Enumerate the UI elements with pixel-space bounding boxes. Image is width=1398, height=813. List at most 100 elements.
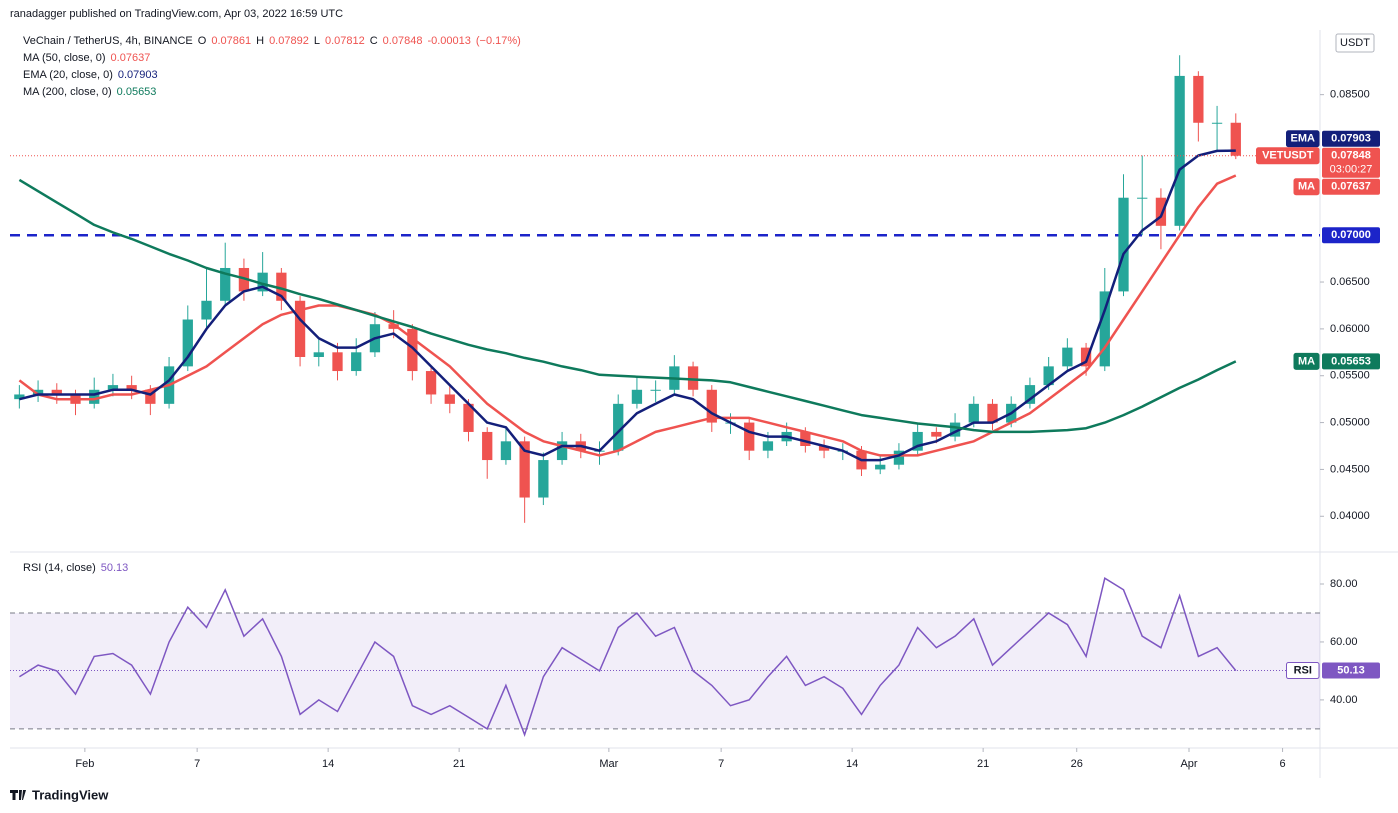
candle-body	[1137, 197, 1148, 199]
candle-body	[631, 389, 643, 404]
legend-line: MA (50, close, 0) 0.07637	[23, 52, 150, 64]
badge-label: MA	[1298, 181, 1315, 193]
price-badge-value: 0.07637	[1331, 181, 1371, 193]
candle-body	[313, 352, 324, 357]
y-tick-label: 0.04500	[1330, 463, 1370, 475]
currency-box[interactable]	[1335, 33, 1375, 53]
price-badge	[1322, 353, 1380, 370]
candle-body	[931, 431, 942, 437]
y-tick-label: 0.08500	[1330, 89, 1370, 101]
candle-body	[332, 352, 343, 372]
candle-body	[744, 422, 755, 451]
indicator-line	[19, 149, 1236, 462]
legend-series-value: 0.05653	[117, 86, 157, 98]
candle-body	[1193, 75, 1204, 123]
legend-line: MA (200, close, 0) 0.05653	[23, 86, 156, 98]
price-badge	[1322, 130, 1380, 147]
badge-label-box	[1256, 147, 1320, 165]
x-tick-label: 6	[1280, 758, 1286, 770]
legend-ohlc-value: 0.07812	[325, 35, 365, 47]
legend-change: -0.00013	[427, 35, 470, 47]
badge-label-box	[1286, 130, 1320, 148]
badge-label: MA	[1298, 355, 1315, 367]
candle-body	[893, 450, 905, 465]
candle-body	[182, 319, 193, 367]
x-tick-label: 21	[977, 758, 989, 770]
legend-ohlc-value: 0.07892	[269, 35, 309, 47]
price-badge-value: 0.07000	[1331, 229, 1371, 241]
rsi-y-tick-label: 60.00	[1330, 636, 1358, 648]
rsi-line	[19, 577, 1237, 737]
legend-ohlc-label: L	[314, 35, 320, 47]
x-tick-label: 14	[846, 758, 858, 770]
publisher: ranadagger published on TradingView.com,…	[10, 8, 343, 20]
legend-series-name: EMA (20, close, 0)	[23, 69, 113, 81]
candle-body	[482, 431, 493, 461]
x-tick-label: Feb	[75, 758, 94, 770]
candle-body	[32, 389, 44, 395]
brand-logo	[10, 790, 26, 800]
candle-body	[762, 441, 774, 451]
candle-body	[613, 403, 624, 451]
candle-body	[89, 389, 100, 404]
badge-label: EMA	[1291, 133, 1316, 145]
legend-series-value: 0.07903	[118, 69, 158, 81]
candle-body	[126, 385, 137, 390]
candle-body	[294, 300, 306, 357]
candle-body	[107, 385, 119, 390]
candle-body	[351, 352, 362, 372]
candle-body	[407, 328, 418, 372]
legend-line: VeChain / TetherUS, 4h, BINANCE O 0.07861 H…	[23, 35, 521, 47]
legend-ohlc-value: 0.07848	[383, 35, 423, 47]
legend-symbol: VeChain / TetherUS, 4h, BINANCE	[23, 35, 193, 47]
candle-body	[556, 441, 568, 461]
candle-body	[500, 441, 512, 461]
price-badge-value: 0.05653	[1331, 355, 1371, 367]
indicator-line	[18, 174, 1237, 457]
candle-body	[201, 300, 212, 320]
currency[interactable]: USDT	[1340, 37, 1370, 49]
candle-body	[912, 431, 923, 451]
candle-body	[1062, 347, 1073, 367]
candle-body	[1024, 385, 1036, 404]
legend-ohlc-value: 0.07861	[211, 35, 251, 47]
candle-body	[706, 389, 717, 423]
price-badge	[1322, 147, 1380, 178]
candle-body	[1043, 366, 1054, 386]
candle-body	[987, 403, 998, 423]
candle-body	[1118, 197, 1129, 292]
price-badge-countdown: 03:00:27	[1330, 164, 1373, 176]
candle-body	[238, 267, 250, 292]
x-tick-label: 21	[453, 758, 465, 770]
candle-body	[519, 441, 530, 498]
candle-body	[1211, 122, 1223, 124]
candle-body	[538, 460, 549, 498]
y-tick-label: 0.04000	[1330, 510, 1370, 522]
badge-label-box	[1293, 178, 1320, 196]
y-tick-label: 0.06500	[1330, 276, 1370, 288]
candle-body	[818, 446, 830, 451]
candle-body	[1174, 75, 1185, 226]
indicator-line	[18, 178, 1237, 434]
candle-body	[444, 394, 455, 404]
candle-body	[51, 389, 62, 395]
candle-body	[463, 403, 474, 432]
candle-body	[949, 422, 961, 437]
x-tick-label: 26	[1071, 758, 1083, 770]
price-badge-value: 0.07848	[1331, 150, 1371, 162]
price-badge-value: 50.13	[1337, 664, 1365, 676]
candle-body	[1099, 291, 1110, 367]
legend-line: RSI (14, close) 50.13	[23, 562, 128, 574]
y-tick-label: 0.05000	[1330, 416, 1370, 428]
candle-body	[257, 272, 268, 292]
legend-rsi-value: 50.13	[101, 562, 129, 574]
candle-body	[650, 389, 661, 391]
candle-body	[1155, 197, 1167, 226]
candle-body	[968, 403, 979, 423]
y-tick-label: 0.06000	[1330, 323, 1370, 335]
candle-body	[1080, 347, 1092, 367]
candle-body	[388, 324, 399, 329]
candle-body	[14, 394, 25, 400]
